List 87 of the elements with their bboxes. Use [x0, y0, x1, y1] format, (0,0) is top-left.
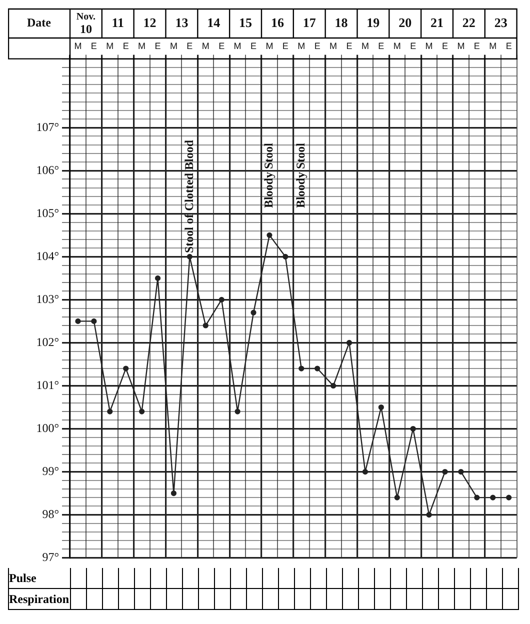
point — [234, 408, 240, 414]
x-tick-label: E — [218, 40, 225, 51]
point — [410, 426, 416, 432]
y-tick-label: 103° — [36, 292, 60, 306]
text: Nov. 10 — [76, 12, 96, 36]
point — [330, 382, 336, 389]
text: 19 — [366, 14, 380, 30]
text: 21 — [430, 14, 444, 30]
point — [378, 404, 384, 410]
y-tick-label: 106° — [36, 162, 60, 177]
point — [506, 494, 512, 500]
x-tick-label: E — [346, 40, 352, 51]
text: Respiration — [9, 589, 71, 609]
text: 14 — [207, 14, 221, 30]
point — [154, 275, 161, 281]
x-tick-label: E — [250, 40, 257, 51]
point — [474, 494, 480, 500]
x-tick-label: M — [425, 40, 433, 51]
text: 22 — [462, 14, 476, 30]
point — [75, 318, 81, 324]
x-tick-label: E — [154, 40, 161, 51]
y-tick-label: 102° — [36, 334, 60, 349]
x-tick-label: E — [90, 40, 97, 51]
x-tick-label: M — [138, 40, 146, 51]
point — [298, 366, 304, 372]
x-tick-label: E — [506, 40, 512, 51]
text: Pulse — [9, 568, 71, 588]
point — [218, 296, 224, 302]
x-tick-label: M — [170, 40, 178, 51]
annotation: Bloody Stool — [262, 142, 276, 208]
text: 23 — [494, 14, 508, 30]
point — [123, 366, 129, 372]
point — [170, 490, 177, 496]
x-tick-label: M — [106, 40, 114, 51]
y-tick-label: 97° — [42, 550, 60, 564]
point — [91, 318, 97, 324]
point — [394, 494, 400, 500]
text: 20 — [398, 14, 412, 30]
point — [282, 254, 288, 260]
x-tick-label: E — [442, 40, 448, 51]
point — [250, 310, 256, 316]
point — [362, 468, 368, 475]
point — [442, 468, 448, 475]
x-tick-label: M — [266, 40, 274, 51]
x-tick-label: E — [122, 40, 129, 51]
x-tick-label: E — [474, 40, 480, 51]
x-tick-label: M — [393, 40, 401, 51]
point — [314, 366, 320, 372]
x-tick-label: M — [489, 40, 497, 51]
x-tick-label: E — [410, 40, 416, 51]
text: 15 — [239, 14, 253, 30]
point — [426, 512, 432, 518]
x-tick-label: M — [330, 40, 338, 51]
y-tick-label: 101° — [36, 378, 60, 392]
annotation: Bloody Stool — [293, 142, 308, 208]
text: 16 — [270, 14, 284, 30]
text: 12 — [143, 14, 156, 30]
x-tick-label: M — [361, 40, 369, 51]
y-tick-label: 99° — [42, 464, 60, 478]
y-tick-label: 98° — [42, 506, 60, 521]
x-tick-label: E — [282, 40, 288, 51]
point — [490, 494, 496, 500]
x-tick-label: M — [202, 40, 210, 51]
point — [202, 322, 208, 328]
x-tick-label: E — [378, 40, 384, 51]
y-tick-label: 105° — [36, 206, 60, 220]
y-tick-label: 100° — [36, 420, 60, 435]
point — [139, 408, 145, 414]
x-tick-label: M — [298, 40, 306, 51]
x-tick-label: E — [186, 40, 193, 51]
y-tick-label: 104° — [36, 248, 60, 263]
point — [107, 408, 113, 414]
text: 17 — [302, 14, 316, 30]
text: 13 — [175, 14, 189, 30]
point — [186, 254, 192, 260]
x-tick-label: M — [234, 40, 242, 51]
y-tick-label: 107° — [36, 120, 60, 134]
text: 11 — [112, 14, 124, 30]
x-tick-label: M — [74, 40, 82, 51]
point — [458, 468, 464, 475]
x-tick-label: M — [457, 40, 465, 51]
text: 18 — [334, 14, 348, 30]
x-axis-title: Date — [27, 16, 52, 30]
x-tick-label: E — [314, 40, 320, 51]
point — [346, 340, 352, 346]
point — [266, 232, 272, 238]
annotation: Stool of Clotted Blood — [182, 140, 196, 253]
